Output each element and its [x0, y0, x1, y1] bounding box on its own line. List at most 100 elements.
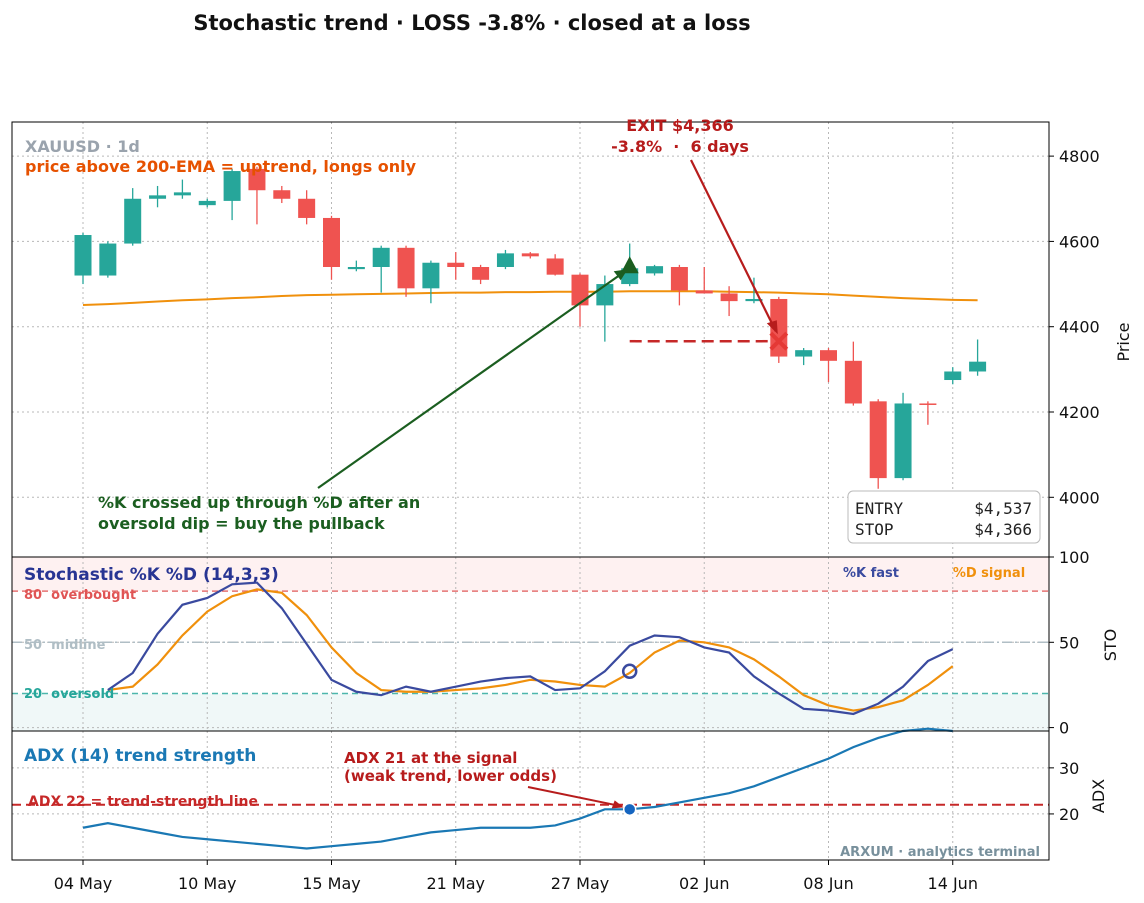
trend-rule-label: price above 200-EMA = uptrend, longs onl… — [25, 157, 417, 176]
candle-body — [323, 217, 340, 267]
candle-body — [894, 403, 912, 479]
adx-tick-label: 20 — [1059, 805, 1079, 824]
adx-threshold-label: ADX 22 = trend-strength line — [28, 794, 258, 810]
level-overbought-label: 80 overbought — [24, 588, 136, 603]
candle-body — [273, 190, 291, 199]
candle-body — [521, 253, 539, 257]
candle-body — [124, 198, 142, 244]
candle-body — [646, 266, 664, 274]
price-tick-label: 4600 — [1059, 232, 1100, 251]
candle-body — [372, 247, 390, 267]
candle-body — [919, 403, 937, 405]
candle-body — [248, 168, 266, 191]
exit-label: EXIT $4,366 — [626, 116, 733, 135]
price-tick-label: 4800 — [1059, 147, 1100, 166]
candle-body — [745, 298, 763, 302]
candle-body — [149, 195, 167, 199]
stochastic-signal-marker — [621, 663, 638, 680]
adx-line — [82, 727, 953, 850]
candle-body — [571, 274, 589, 306]
entry-marker — [620, 256, 639, 274]
candle-body — [298, 198, 316, 218]
candle-body — [820, 350, 837, 361]
x-tick-label: 14 Jun — [928, 874, 978, 893]
info-stop-key: STOP — [855, 520, 894, 539]
candle-body — [223, 171, 241, 201]
adx-annotation-line-2: (weak trend, lower odds) — [344, 767, 557, 785]
candle-body — [347, 267, 365, 270]
price-panel: 4000 4200 4400 4600 4800 Price XAUUSD · 1d p… — [11, 116, 1133, 558]
stochastic-ylabel: STO — [1101, 629, 1120, 662]
candle-body — [447, 262, 465, 267]
watermark: ARXUM · analytics terminal — [840, 845, 1040, 860]
candle-body — [173, 192, 191, 196]
x-tick-label: 10 May — [178, 874, 237, 893]
candle-body — [695, 290, 713, 294]
exit-arrow-head — [766, 320, 778, 335]
entry-arrow-line — [317, 271, 625, 489]
candle-body — [99, 243, 117, 276]
candle-body — [596, 284, 614, 306]
adx-signal-marker — [622, 802, 637, 817]
x-axis: 04 May 10 May 15 May 21 May 27 May 02 Jun 08 J… — [54, 860, 978, 893]
price-tick-label: 4000 — [1059, 488, 1100, 507]
candle-body — [74, 235, 92, 276]
adx-annotation: ADX 21 at the signal (weak trend, lower … — [344, 749, 557, 785]
stochastic-d-line — [107, 588, 954, 712]
adx-tick-label: 30 — [1059, 759, 1079, 778]
overbought-zone — [12, 557, 1049, 592]
entry-annotation-line-2: oversold dip = buy the pullback — [98, 514, 385, 533]
candle-body — [496, 253, 514, 267]
candle-body — [869, 401, 887, 479]
adx-annotation-arrow — [527, 786, 622, 808]
stochastic-title: Stochastic %K %D (14,3,3) — [24, 565, 279, 585]
info-stop-value: $4,366 — [974, 520, 1032, 539]
candle-body — [844, 360, 862, 404]
ema200-line — [82, 290, 978, 306]
candle-body — [795, 350, 813, 357]
oversold-zone — [12, 693, 1049, 731]
stochastic-panel: 0 50 100 STO Stochastic %K %D (14,3,3) %K … — [11, 548, 1120, 738]
candle-body — [720, 293, 738, 302]
info-entry-key: ENTRY — [855, 499, 904, 518]
level-midline-label: 50 midline — [24, 638, 106, 653]
chart-title: Stochastic trend · LOSS -3.8% · closed a… — [193, 11, 750, 35]
price-tick-label: 4200 — [1059, 403, 1100, 422]
candle-body — [422, 262, 440, 289]
stochastic-tick-label: 0 — [1059, 719, 1069, 738]
adx-title: ADX (14) trend strength — [24, 746, 256, 766]
candle-body — [770, 298, 788, 357]
adx-panel: 20 30 ADX ADX (14) trend strength ADX 22 … — [11, 727, 1108, 861]
candle-body — [944, 371, 962, 381]
exit-sublabel: -3.8% · 6 days — [611, 137, 749, 156]
adx-annotation-arrow-head — [611, 800, 624, 809]
price-ylabel: Price — [1114, 322, 1133, 361]
adx-ylabel: ADX — [1089, 779, 1108, 813]
legend-d: %D signal — [953, 566, 1025, 581]
trade-info-box: ENTRY $4,537 STOP $4,366 — [847, 490, 1041, 544]
info-entry-value: $4,537 — [974, 499, 1032, 518]
x-tick-label: 04 May — [54, 874, 113, 893]
x-tick-label: 21 May — [426, 874, 485, 893]
legend-k: %K fast — [843, 566, 899, 581]
exit-marker — [769, 331, 789, 351]
candle-body — [670, 267, 688, 291]
candle-body — [969, 361, 987, 372]
level-oversold-label: 20 oversold — [24, 687, 114, 702]
entry-annotation: %K crossed up through %D after an overso… — [98, 493, 426, 533]
x-tick-label: 15 May — [302, 874, 361, 893]
candle-body — [546, 258, 564, 275]
x-tick-label: 27 May — [551, 874, 610, 893]
adx-annotation-line-1: ADX 21 at the signal — [344, 749, 517, 767]
candle-body — [397, 247, 415, 289]
candle-body — [472, 267, 490, 280]
price-tick-label: 4400 — [1059, 318, 1100, 337]
candle-body — [198, 200, 216, 206]
symbol-label: XAUUSD · 1d — [25, 137, 140, 156]
x-tick-label: 02 Jun — [679, 874, 729, 893]
stochastic-k-line — [107, 581, 954, 716]
exit-arrow-line — [690, 159, 777, 332]
stochastic-tick-label: 50 — [1059, 633, 1079, 652]
entry-annotation-line-1: %K crossed up through %D after an — [98, 493, 420, 512]
